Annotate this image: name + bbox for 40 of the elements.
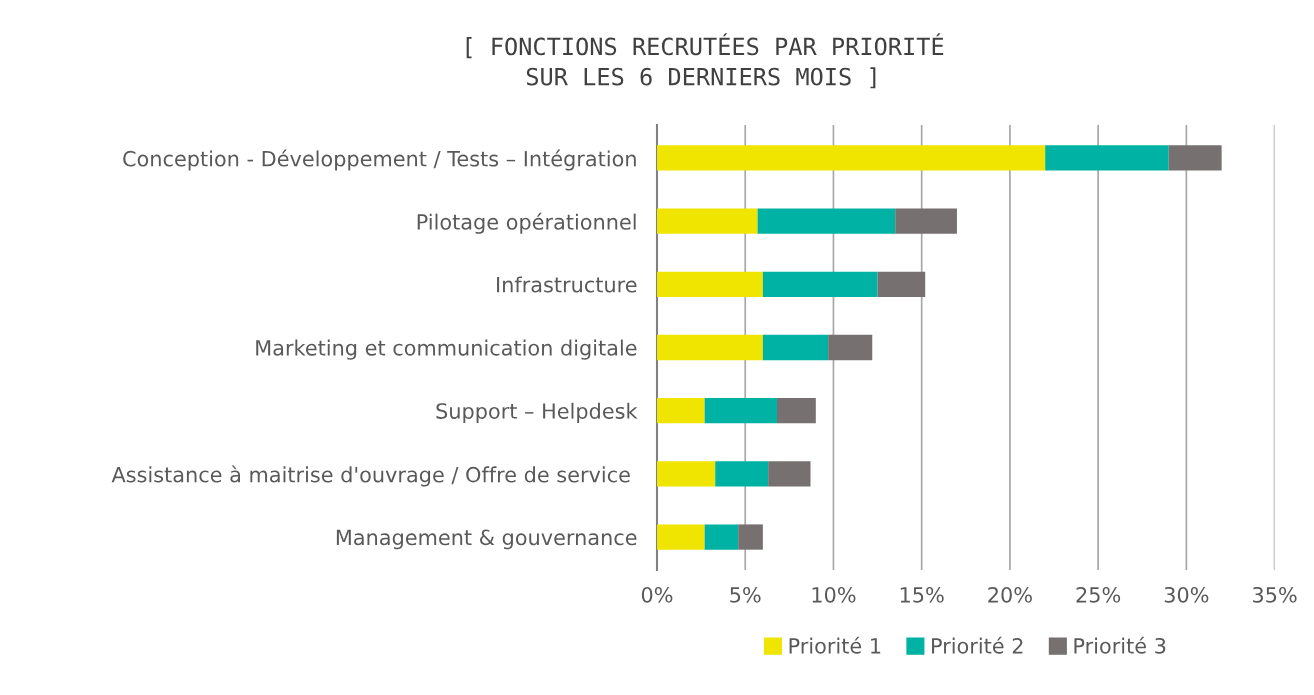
bar (715, 461, 769, 487)
bar (768, 461, 811, 487)
bar (657, 524, 705, 550)
y-tick-label: Management & gouvernance (336, 529, 637, 550)
legend-label: Priorité 3 (1074, 636, 1166, 654)
chart-title: [ FONCTIONS RECRUTÉES PAR PRIORITÉ SUR LES 6 DERNIERS MOIS ] (466, 33, 944, 89)
bar (757, 208, 896, 234)
x-tick-label: 20% (988, 586, 1032, 603)
y-tick-label: Infrastructure (497, 276, 637, 293)
bar (762, 271, 878, 297)
bar (657, 398, 705, 424)
bar (738, 524, 763, 550)
bar (704, 524, 739, 550)
bar (877, 271, 926, 297)
bar (704, 398, 777, 424)
bar (657, 461, 716, 487)
x-tick-label: 25% (1076, 586, 1121, 603)
y-tick-label: Support – Helpdesk (436, 402, 638, 423)
bar (828, 334, 873, 361)
y-tick-label: Pilotage opérationnel (417, 212, 636, 234)
bar (762, 334, 829, 361)
bar (776, 398, 816, 424)
y-tick-label: Assistance à maitrise d'ouvrage / Offre de service (111, 465, 630, 487)
x-tick-label: 15% (900, 586, 944, 603)
x-tick-label: 0% (641, 586, 673, 603)
x-tick-label: 30% (1164, 586, 1209, 603)
bar (895, 208, 957, 234)
bar (657, 145, 1046, 171)
bar (1168, 145, 1222, 171)
y-tick-label: Marketing et communication digitale (256, 339, 637, 360)
bar (657, 208, 758, 234)
bar (1045, 145, 1169, 171)
x-tick-label: 35% (1253, 586, 1297, 603)
bar (657, 271, 763, 297)
bar (657, 334, 763, 361)
x-tick-label: 10% (812, 586, 856, 603)
y-tick-label: Conception - Développement / Tests – Intégration (123, 149, 636, 171)
legend-label: Priorité 1 (789, 636, 881, 654)
legend-label: Priorité 2 (932, 636, 1023, 654)
x-tick-label: 5% (730, 586, 761, 603)
